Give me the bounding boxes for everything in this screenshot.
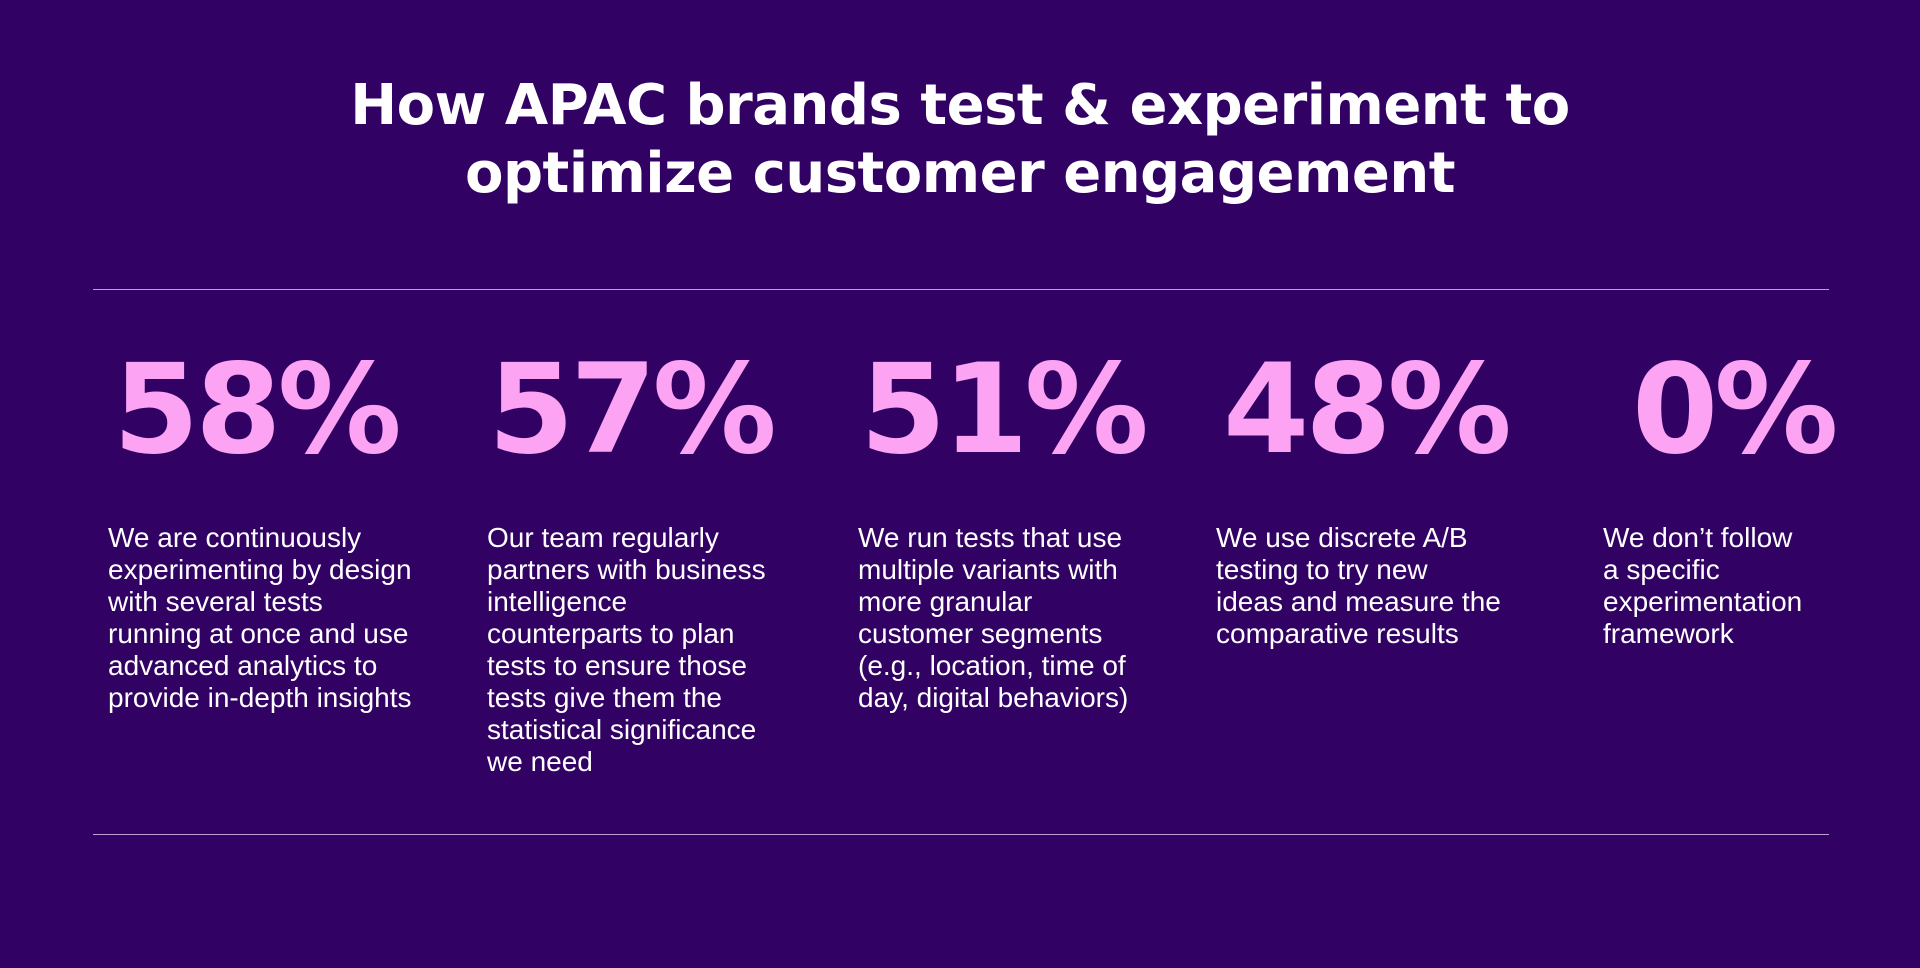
stat-description-line: statistical significance (487, 714, 757, 745)
stat-description-line: tests give them the (487, 682, 723, 713)
stat-description-line: experimentation (1603, 586, 1803, 617)
stat-description-line: partners with business (487, 554, 766, 585)
stat-percentage: 48% (1223, 338, 1512, 482)
top-divider (93, 289, 1829, 290)
stat-description: Our team regularly partners with busines… (487, 522, 766, 778)
page-title: How APAC brands test & experiment to opt… (0, 72, 1920, 208)
stat-description: We are continuously experimenting by des… (108, 522, 412, 714)
stat-description-line: a specific (1603, 554, 1720, 585)
page-title-line-2: optimize customer engagement (465, 141, 1455, 206)
stat-description-line: testing to try new (1216, 554, 1428, 585)
stat-description-line: We use discrete A/B (1216, 522, 1468, 553)
stat-description: We run tests that use multiple variants … (858, 522, 1128, 714)
stat-description: We don’t follow a specific experimentati… (1603, 522, 1802, 650)
stat-description: We use discrete A/B testing to try new i… (1216, 522, 1501, 650)
stat-description-line: running at once and use (108, 618, 409, 649)
stat-description-line: counterparts to plan (487, 618, 735, 649)
stat-description-line: multiple variants with (858, 554, 1118, 585)
stat-percentage: 0% (1632, 338, 1839, 482)
stat-percentage: 51% (860, 338, 1149, 482)
stat-description-line: customer segments (858, 618, 1103, 649)
stat-description-line: provide in-depth insights (108, 682, 412, 713)
stat-description-line: Our team regularly (487, 522, 719, 553)
stat-percentage: 57% (488, 338, 777, 482)
stat-percentage: 58% (113, 338, 402, 482)
page-title-line-1: How APAC brands test & experiment to (350, 73, 1570, 138)
stat-description-line: we need (487, 746, 593, 777)
stat-description-line: ideas and measure the (1216, 586, 1501, 617)
stat-description-line: advanced analytics to (108, 650, 378, 681)
stat-description-line: We run tests that use (858, 522, 1123, 553)
stat-description-line: comparative results (1216, 618, 1459, 649)
stat-description-line: We are continuously (108, 522, 362, 553)
stat-description-line: tests to ensure those (487, 650, 747, 681)
stat-description-line: day, digital behaviors) (858, 682, 1129, 713)
stat-description-line: (e.g., location, time of (858, 650, 1126, 681)
bottom-divider (93, 834, 1829, 835)
stat-description-line: framework (1603, 618, 1734, 649)
stat-description-line: more granular (858, 586, 1033, 617)
stat-description-line: We don’t follow (1603, 522, 1793, 553)
stat-description-line: experimenting by design (108, 554, 412, 585)
stat-description-line: with several tests (108, 586, 323, 617)
stat-description-line: intelligence (487, 586, 628, 617)
